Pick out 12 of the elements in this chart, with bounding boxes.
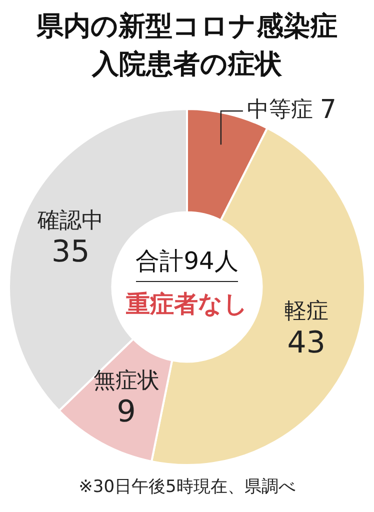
text: 合計94人: [136, 245, 238, 282]
data-label: 9: [116, 394, 136, 430]
text: 重症者なし: [126, 290, 248, 318]
text: ※30日午後5時現在、県調べ: [78, 476, 296, 498]
data-label: 43: [287, 325, 326, 360]
data-label: 7: [320, 94, 336, 125]
chart-title: 県内の新型コロナ感染症入院患者の症状: [36, 10, 338, 82]
data-label: 35: [52, 234, 90, 270]
slice-label: 無症状: [93, 368, 160, 394]
slice-label: 中等症: [246, 98, 320, 123]
slice-label: 軽症: [284, 299, 328, 324]
slice-label: 確認中: [36, 208, 104, 234]
